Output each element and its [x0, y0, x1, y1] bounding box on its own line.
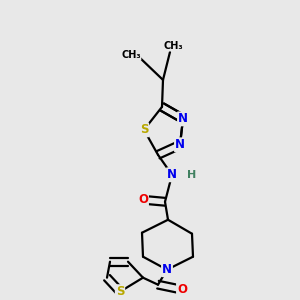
Text: N: N — [175, 138, 185, 151]
Text: CH₃: CH₃ — [163, 41, 183, 51]
Text: N: N — [162, 263, 172, 276]
Text: S: S — [140, 123, 148, 136]
Text: O: O — [177, 283, 187, 296]
Text: CH₃: CH₃ — [121, 50, 141, 60]
Text: N: N — [167, 168, 177, 181]
Text: H: H — [187, 170, 196, 180]
Text: O: O — [138, 193, 148, 206]
Text: S: S — [116, 285, 124, 298]
Text: N: N — [178, 112, 188, 125]
